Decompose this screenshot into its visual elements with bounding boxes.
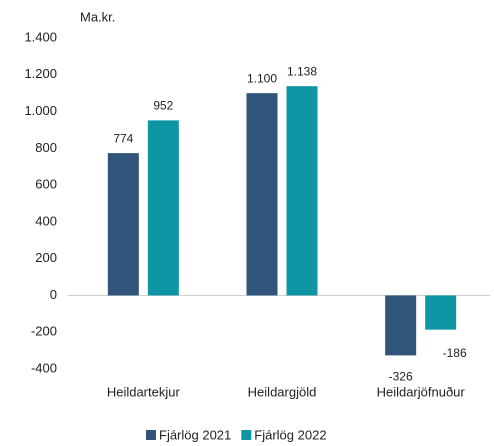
bar [107,153,139,296]
y-tick-label: 400 [35,213,57,228]
y-tick-label: 0 [50,287,57,302]
x-tick-label: Heildarjöfnuður [377,384,466,399]
data-label: 774 [113,131,133,145]
bar [286,86,318,296]
bar [385,295,417,356]
data-label: -326 [389,370,413,384]
y-tick-label: 1.000 [24,103,57,118]
legend-swatch [146,430,156,440]
data-label: 1.100 [247,71,277,85]
legend-label: Fjárlög 2022 [254,427,326,442]
y-axis-label: Ma.kr. [80,9,115,24]
data-label: 1.138 [287,64,317,78]
y-tick-label: 800 [35,140,57,155]
bar [147,120,179,296]
y-tick-label: -400 [31,360,57,375]
bar [425,295,457,330]
y-tick-label: 600 [35,177,57,192]
y-tick-label: 1.200 [24,66,57,81]
data-label: -186 [443,346,467,360]
bar [246,93,278,296]
data-label: 952 [153,99,173,113]
y-tick-label: -200 [31,324,57,339]
y-tick-label: 200 [35,250,57,265]
y-tick-label: 1.400 [24,29,57,44]
x-tick-label: Heildartekjur [107,384,181,399]
legend-label: Fjárlög 2021 [159,427,231,442]
legend-swatch [241,430,252,440]
x-tick-label: Heildargjöld [248,384,317,399]
